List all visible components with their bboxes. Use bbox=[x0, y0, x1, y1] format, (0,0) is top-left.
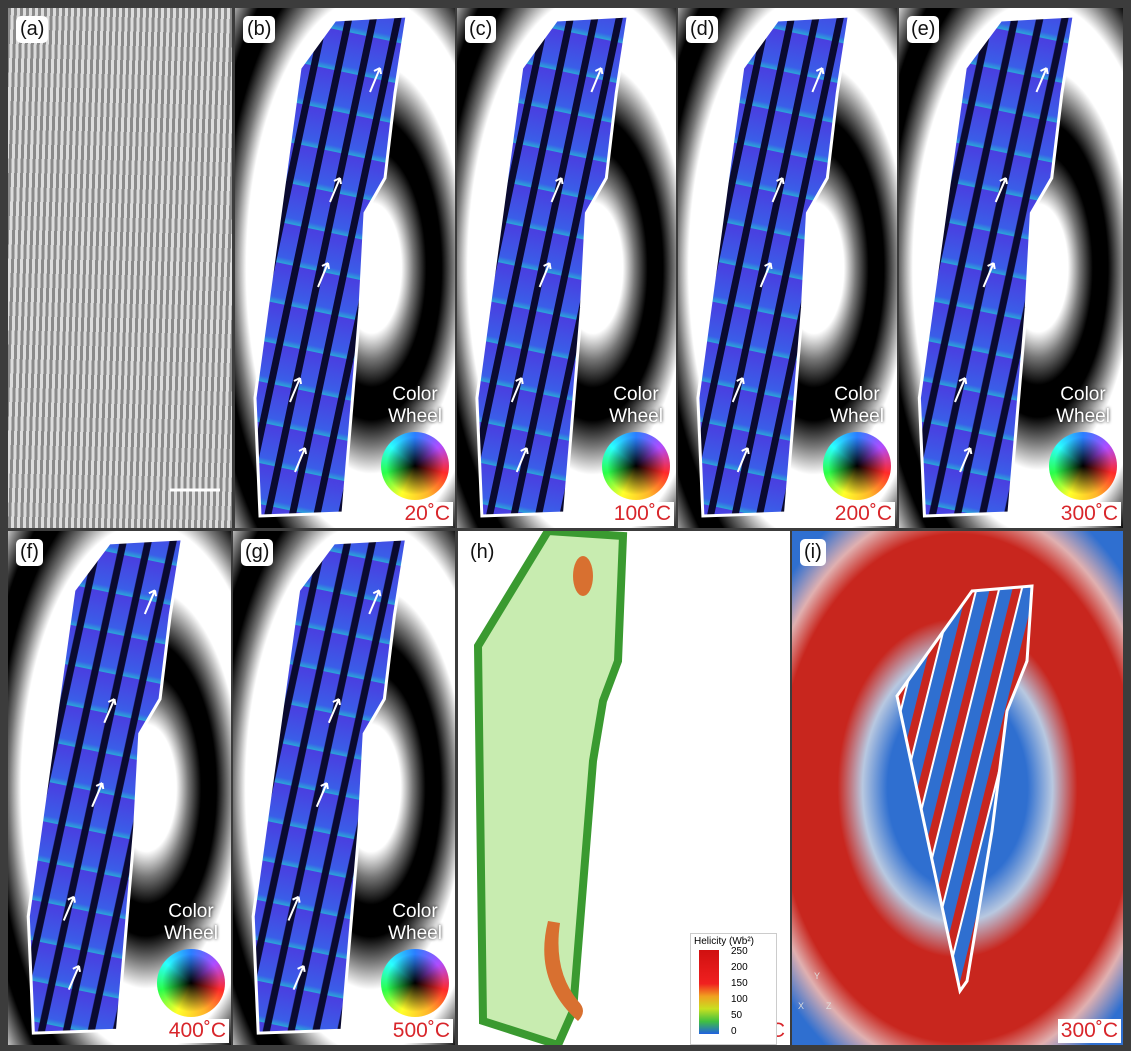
helicity-blob bbox=[573, 556, 593, 596]
panel: (d) Color Wheel 200˚C bbox=[678, 8, 897, 528]
scale-bar bbox=[8, 8, 232, 528]
panel-label: (h) bbox=[466, 539, 498, 566]
colorbar-gradient bbox=[699, 950, 719, 1034]
colorbar-tick: 150 bbox=[731, 978, 748, 989]
color-wheel-label: Color Wheel bbox=[821, 384, 893, 428]
color-wheel-image bbox=[1049, 432, 1117, 500]
color-wheel-image bbox=[823, 432, 891, 500]
temperature-label: 300˚C bbox=[1058, 502, 1121, 526]
colorbar-tick: 200 bbox=[731, 962, 748, 973]
color-wheel-label: Color Wheel bbox=[379, 901, 451, 945]
panel: (f) Color Wheel 400˚C bbox=[8, 531, 231, 1045]
panel: (g) Color Wheel 500˚C bbox=[233, 531, 455, 1045]
color-wheel-image bbox=[157, 949, 225, 1017]
sample-overlay bbox=[792, 531, 1123, 1045]
panel: (i) 300˚C Y X Z bbox=[792, 531, 1123, 1045]
color-wheel-image bbox=[602, 432, 670, 500]
temperature-label: 20˚C bbox=[401, 502, 453, 526]
colorbar-tick: 250 bbox=[731, 946, 748, 957]
color-wheel-image bbox=[381, 949, 449, 1017]
color-wheel: Color Wheel bbox=[379, 384, 451, 500]
color-wheel: Color Wheel bbox=[600, 384, 672, 500]
panel: (a) bbox=[8, 8, 232, 528]
panel-label: (g) bbox=[241, 539, 273, 566]
panel-label: (c) bbox=[465, 16, 496, 43]
temperature-label: 100˚C bbox=[611, 502, 674, 526]
color-wheel-label: Color Wheel bbox=[379, 384, 451, 428]
temperature-label: 300˚C bbox=[1058, 1019, 1121, 1043]
temperature-label: 500˚C bbox=[390, 1019, 453, 1043]
panel-label: (a) bbox=[16, 16, 48, 43]
color-wheel-label: Color Wheel bbox=[1047, 384, 1119, 428]
color-wheel-label: Color Wheel bbox=[155, 901, 227, 945]
colorbar-tick: 100 bbox=[731, 994, 748, 1005]
panel-label: (f) bbox=[16, 539, 43, 566]
colorbar-tick: 50 bbox=[731, 1010, 742, 1021]
panel-label: (b) bbox=[243, 16, 275, 43]
panel: (e) Color Wheel 300˚C bbox=[899, 8, 1123, 528]
temperature-label: 200˚C bbox=[832, 502, 895, 526]
panel-label: (i) bbox=[800, 539, 826, 566]
colorbar-tick: 0 bbox=[731, 1026, 737, 1037]
panel: (c) Color Wheel 100˚C bbox=[457, 8, 676, 528]
temperature-label: 400˚C bbox=[166, 1019, 229, 1043]
color-wheel-label: Color Wheel bbox=[600, 384, 672, 428]
figure: (a) (b) Color Wheel 20˚C (c) Color Wheel 100˚C… bbox=[0, 0, 1131, 1051]
axis-label: X bbox=[798, 1001, 804, 1011]
axis-label: Z bbox=[826, 1001, 832, 1011]
axis-label: Y bbox=[814, 971, 820, 981]
color-wheel: Color Wheel bbox=[155, 901, 227, 1017]
panel: (b) Color Wheel 20˚C bbox=[235, 8, 455, 528]
panel-label: (d) bbox=[686, 16, 718, 43]
color-wheel-image bbox=[381, 432, 449, 500]
color-wheel: Color Wheel bbox=[379, 901, 451, 1017]
color-wheel: Color Wheel bbox=[1047, 384, 1119, 500]
color-wheel: Color Wheel bbox=[821, 384, 893, 500]
panel-label: (e) bbox=[907, 16, 939, 43]
sample-outline bbox=[897, 586, 1032, 991]
